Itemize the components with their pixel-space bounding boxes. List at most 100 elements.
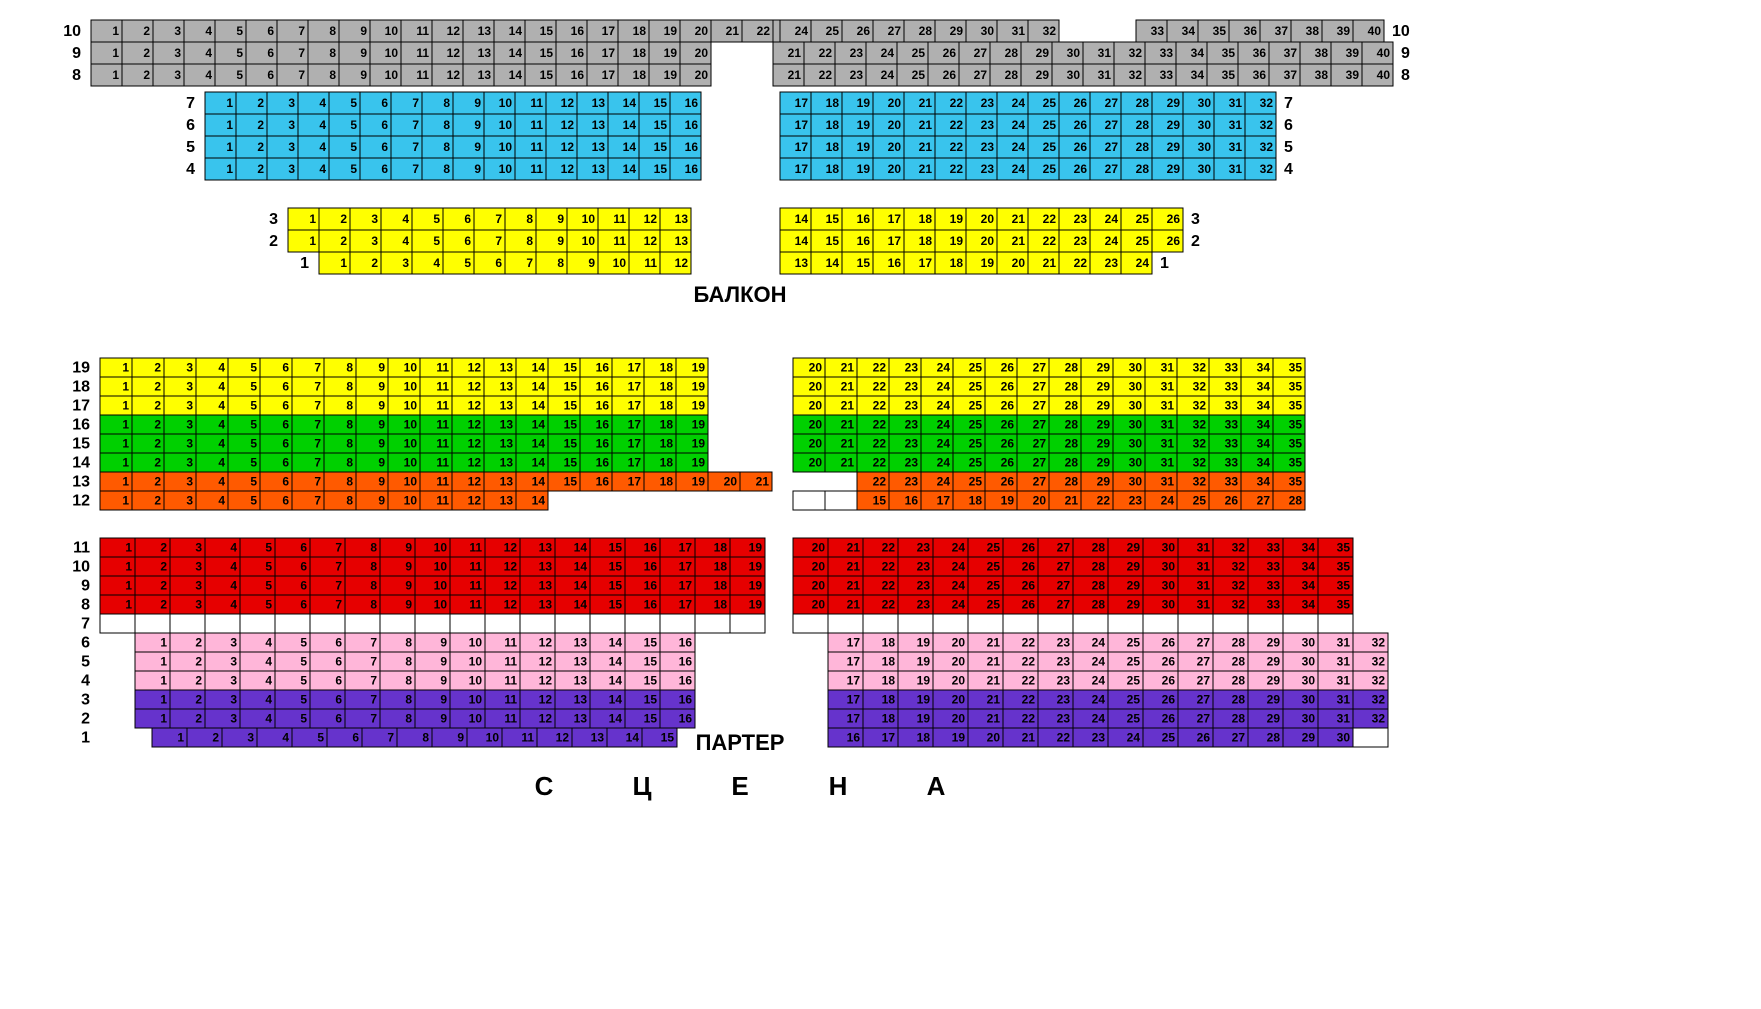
seat-number: 18 [882,655,896,669]
seat-number: 39 [1346,68,1360,82]
seat-number: 3 [288,140,295,154]
seat-number: 9 [440,655,447,669]
seat-number: 22 [1022,655,1036,669]
seat-number: 11 [613,212,626,226]
seat-number: 28 [1136,118,1150,132]
seat-number: 24 [1105,212,1119,226]
seat-number: 1 [226,96,233,110]
seat-number: 10 [404,494,418,508]
seat-number: 15 [564,361,578,375]
seat-number: 23 [917,541,931,555]
seat-number: 8 [370,579,377,593]
seat-number: 28 [1136,96,1150,110]
seat-number: 18 [660,361,674,375]
seat-number: 7 [370,655,377,669]
seat-number: 10 [499,140,513,154]
seat-number: 2 [160,579,167,593]
seat-number: 2 [154,494,161,508]
seat-number: 3 [288,96,295,110]
seat-number: 5 [300,674,307,688]
seat-number: 20 [952,674,966,688]
seat-number: 23 [850,46,864,60]
seat-number: 20 [809,456,823,470]
seat-number: 31 [1229,162,1243,176]
blank-seat [1108,614,1143,633]
seat-number: 26 [1225,494,1239,508]
seat-number: 4 [230,560,237,574]
seat-number: 4 [230,579,237,593]
seat-number: 21 [788,68,802,82]
row-label-left: 8 [81,597,90,614]
seat-number: 40 [1377,68,1391,82]
seat-number: 12 [561,96,575,110]
seat-number: 15 [873,494,887,508]
seat-number: 17 [919,256,933,270]
seat-number: 10 [582,212,596,226]
seat-number: 14 [509,24,523,38]
seat-number: 22 [873,418,887,432]
seat-number: 26 [1074,96,1088,110]
seat-number: 32 [1129,46,1143,60]
seat-number: 15 [564,418,578,432]
seat-number: 8 [346,456,353,470]
seat-number: 14 [532,399,546,413]
seat-number: 20 [952,636,966,650]
seat-number: 5 [250,361,257,375]
seat-number: 6 [335,655,342,669]
seat-number: 18 [714,541,728,555]
seat-number: 33 [1267,560,1281,574]
seat-number: 12 [504,560,518,574]
seat-number: 40 [1368,24,1382,38]
seat-number: 18 [882,693,896,707]
seat-number: 20 [888,96,902,110]
seat-number: 12 [468,399,482,413]
seat-number: 9 [378,399,385,413]
seat-number: 27 [1105,96,1119,110]
seat-number: 12 [504,541,518,555]
seat-number: 29 [1267,636,1281,650]
blank-seat [275,614,310,633]
seat-number: 7 [298,24,305,38]
seat-number: 39 [1337,24,1351,38]
seat-number: 32 [1372,655,1386,669]
seat-number: 18 [660,399,674,413]
seat-number: 8 [405,636,412,650]
seat-number: 16 [571,68,585,82]
row-label-right: 9 [1401,45,1410,62]
row-label-right: 6 [1284,117,1293,134]
seat-number: 31 [1337,693,1351,707]
seat-number: 9 [405,598,412,612]
seat-number: 1 [122,437,129,451]
seat-number: 29 [1036,46,1050,60]
seat-number: 27 [974,68,988,82]
seat-number: 14 [626,731,640,745]
seat-number: 13 [539,579,553,593]
seat-number: 20 [952,712,966,726]
seat-number: 15 [826,234,840,248]
seat-number: 29 [1036,68,1050,82]
blank-seat [828,614,863,633]
seat-number: 2 [257,140,264,154]
seat-number: 3 [195,579,202,593]
seat-number: 34 [1182,24,1196,38]
parterre-back: 1234567891011121314151617181920212223242… [72,358,1305,510]
seat-number: 2 [154,418,161,432]
seat-number: 2 [143,68,150,82]
seat-number: 8 [526,234,533,248]
row-label-left: 3 [269,211,278,228]
seat-number: 13 [500,475,514,489]
seat-number: 30 [1302,636,1316,650]
seat-number: 9 [440,674,447,688]
seat-number: 5 [250,475,257,489]
seat-number: 1 [226,118,233,132]
seat-number: 12 [539,636,553,650]
seat-number: 28 [1065,437,1079,451]
seat-number: 6 [381,162,388,176]
seat-number: 32 [1193,456,1207,470]
seat-number: 8 [346,437,353,451]
seat-number: 30 [1302,712,1316,726]
seat-number: 7 [335,541,342,555]
seat-number: 18 [714,560,728,574]
seat-number: 14 [623,140,637,154]
blank-seat [380,614,415,633]
